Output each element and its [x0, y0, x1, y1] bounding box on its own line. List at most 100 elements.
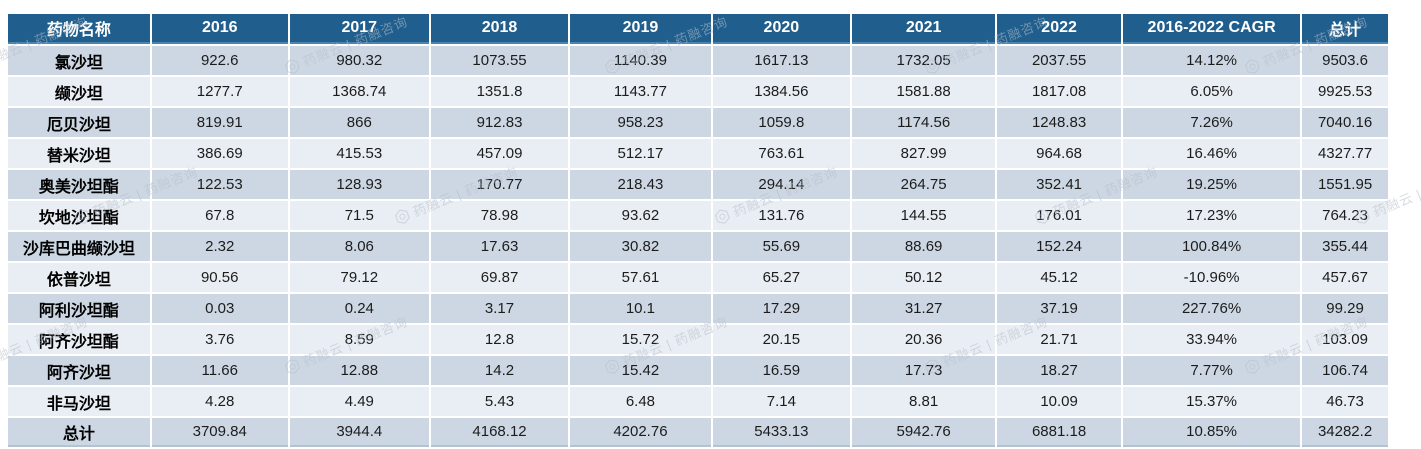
cell-value: 4168.12 — [430, 418, 569, 447]
table-row: 阿利沙坦酯 0.03 0.24 3.17 10.1 17.29 31.27 37.19 227.… — [8, 294, 1388, 323]
column-header-2020: 2020 — [712, 14, 851, 44]
cell-value: 79.12 — [289, 263, 429, 292]
cell-value: 1384.56 — [712, 77, 851, 106]
cell-value: 90.56 — [151, 263, 288, 292]
cell-value: 19.25% — [1123, 170, 1301, 199]
cell-drug-name: 阿齐沙坦 — [8, 356, 150, 385]
cell-value: 386.69 — [151, 139, 288, 168]
cell-value: 0.03 — [151, 294, 288, 323]
cell-value: 131.76 — [712, 201, 851, 230]
cell-value: 1551.95 — [1302, 170, 1388, 199]
cell-value: 1581.88 — [852, 77, 996, 106]
cell-value: 827.99 — [852, 139, 996, 168]
table-row: 缬沙坦 1277.7 1368.74 1351.8 1143.77 1384.56 1581… — [8, 77, 1388, 106]
cell-value: 7.14 — [712, 387, 851, 416]
table-header: 药物名称 2016 2017 2018 2019 2020 2021 2022 2016-202… — [8, 14, 1388, 44]
cell-value: 78.98 — [430, 201, 569, 230]
cell-value: 1174.56 — [852, 108, 996, 137]
cell-value: 122.53 — [151, 170, 288, 199]
cell-value: 99.29 — [1302, 294, 1388, 323]
cell-value: 7040.16 — [1302, 108, 1388, 137]
cell-value: 218.43 — [570, 170, 711, 199]
cell-value: 14.2 — [430, 356, 569, 385]
cell-value: 1059.8 — [712, 108, 851, 137]
table-row: 奥美沙坦酯 122.53 128.93 170.77 218.43 294.14 264.7… — [8, 170, 1388, 199]
cell-value: 958.23 — [570, 108, 711, 137]
cell-value: 12.8 — [430, 325, 569, 354]
cell-value: 4.49 — [289, 387, 429, 416]
cell-value: 176.01 — [997, 201, 1122, 230]
table-row: 总计 3709.84 3944.4 4168.12 4202.76 5433.13 5942… — [8, 418, 1388, 447]
cell-value: 71.5 — [289, 201, 429, 230]
cell-value: 45.12 — [997, 263, 1122, 292]
cell-value: 4.28 — [151, 387, 288, 416]
cell-value: 31.27 — [852, 294, 996, 323]
cell-value: 21.71 — [997, 325, 1122, 354]
cell-value: 4327.77 — [1302, 139, 1388, 168]
cell-value: 7.26% — [1123, 108, 1301, 137]
cell-value: 415.53 — [289, 139, 429, 168]
cell-value: 152.24 — [997, 232, 1122, 261]
column-header-2017: 2017 — [289, 14, 429, 44]
cell-value: 37.19 — [997, 294, 1122, 323]
cell-value: 17.29 — [712, 294, 851, 323]
cell-drug-name: 厄贝沙坦 — [8, 108, 150, 137]
drug-sales-table: 药物名称 2016 2017 2018 2019 2020 2021 2022 2016-202… — [6, 12, 1390, 449]
column-header-2022: 2022 — [997, 14, 1122, 44]
cell-value: 100.84% — [1123, 232, 1301, 261]
cell-value: 10.85% — [1123, 418, 1301, 447]
cell-value: 15.72 — [570, 325, 711, 354]
cell-value: 17.23% — [1123, 201, 1301, 230]
cell-value: 4202.76 — [570, 418, 711, 447]
cell-value: 1732.05 — [852, 46, 996, 75]
cell-value: 6881.18 — [997, 418, 1122, 447]
cell-drug-name: 阿利沙坦酯 — [8, 294, 150, 323]
table-row: 沙库巴曲缬沙坦 2.32 8.06 17.63 30.82 55.69 88.69 152.2… — [8, 232, 1388, 261]
cell-value: 57.61 — [570, 263, 711, 292]
cell-value: 10.1 — [570, 294, 711, 323]
cell-value: 34282.2 — [1302, 418, 1388, 447]
cell-value: 18.27 — [997, 356, 1122, 385]
column-header-drug-name: 药物名称 — [8, 14, 150, 44]
column-header-2021: 2021 — [852, 14, 996, 44]
cell-value: 9925.53 — [1302, 77, 1388, 106]
cell-value: 922.6 — [151, 46, 288, 75]
cell-value: 1248.83 — [997, 108, 1122, 137]
cell-drug-name: 替米沙坦 — [8, 139, 150, 168]
cell-value: 9503.6 — [1302, 46, 1388, 75]
cell-value: 144.55 — [852, 201, 996, 230]
cell-value: 1368.74 — [289, 77, 429, 106]
cell-value: 457.67 — [1302, 263, 1388, 292]
table-row: 厄贝沙坦 819.91 866 912.83 958.23 1059.8 1174.56 12… — [8, 108, 1388, 137]
cell-value: 20.36 — [852, 325, 996, 354]
cell-value: 1073.55 — [430, 46, 569, 75]
cell-value: 69.87 — [430, 263, 569, 292]
cell-value: 65.27 — [712, 263, 851, 292]
cell-value: 50.12 — [852, 263, 996, 292]
cell-value: 15.37% — [1123, 387, 1301, 416]
cell-value: 17.73 — [852, 356, 996, 385]
cell-value: 5433.13 — [712, 418, 851, 447]
table-body: 氯沙坦 922.6 980.32 1073.55 1140.39 1617.13 1732.… — [8, 46, 1388, 447]
table-row: 依普沙坦 90.56 79.12 69.87 57.61 65.27 50.12 45.12-… — [8, 263, 1388, 292]
cell-value: 764.23 — [1302, 201, 1388, 230]
cell-value: 819.91 — [151, 108, 288, 137]
cell-value: 264.75 — [852, 170, 996, 199]
cell-value: 8.06 — [289, 232, 429, 261]
cell-value: 106.74 — [1302, 356, 1388, 385]
column-header-总计: 总计 — [1302, 14, 1388, 44]
cell-value: 15.42 — [570, 356, 711, 385]
cell-value: 1817.08 — [997, 77, 1122, 106]
cell-value: 67.8 — [151, 201, 288, 230]
cell-value: 11.66 — [151, 356, 288, 385]
cell-value: 912.83 — [430, 108, 569, 137]
cell-value: 88.69 — [852, 232, 996, 261]
cell-value: 46.73 — [1302, 387, 1388, 416]
cell-value: 227.76% — [1123, 294, 1301, 323]
cell-value: 55.69 — [712, 232, 851, 261]
table-row: 坎地沙坦酯 67.8 71.5 78.98 93.62 131.76 144.55 176.0… — [8, 201, 1388, 230]
cell-drug-name: 阿齐沙坦酯 — [8, 325, 150, 354]
cell-value: 103.09 — [1302, 325, 1388, 354]
cell-value: 5.43 — [430, 387, 569, 416]
cell-value: -10.96% — [1123, 263, 1301, 292]
